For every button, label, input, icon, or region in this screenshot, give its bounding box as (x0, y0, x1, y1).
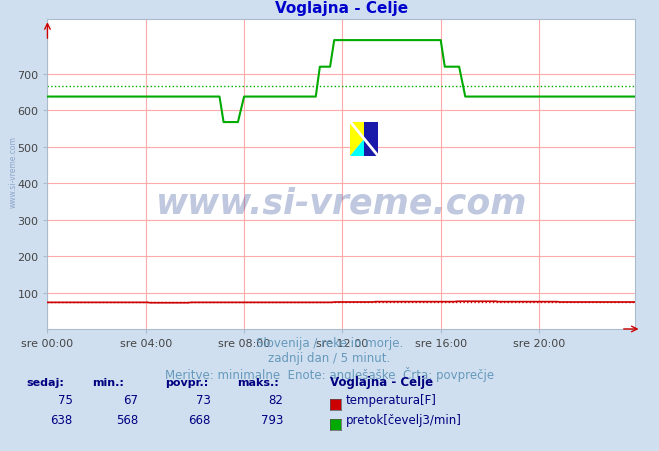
Text: sedaj:: sedaj: (26, 377, 64, 387)
Text: Voglajna - Celje: Voglajna - Celje (330, 376, 432, 389)
Text: pretok[čevelj3/min]: pretok[čevelj3/min] (346, 413, 462, 426)
Text: 793: 793 (261, 413, 283, 426)
Text: temperatura[F]: temperatura[F] (346, 393, 437, 406)
Text: maks.:: maks.: (237, 377, 279, 387)
Text: 67: 67 (123, 393, 138, 406)
Text: 568: 568 (116, 413, 138, 426)
Text: povpr.:: povpr.: (165, 377, 208, 387)
Text: min.:: min.: (92, 377, 124, 387)
Text: 82: 82 (268, 393, 283, 406)
Text: 668: 668 (188, 413, 211, 426)
Text: Slovenija / reke in morje.: Slovenija / reke in morje. (256, 336, 403, 349)
Text: 73: 73 (196, 393, 211, 406)
Text: 75: 75 (57, 393, 72, 406)
Text: Meritve: minimalne  Enote: anglešaške  Črta: povprečje: Meritve: minimalne Enote: anglešaške Črt… (165, 366, 494, 381)
Text: www.si-vreme.com: www.si-vreme.com (156, 186, 527, 220)
Polygon shape (350, 122, 378, 156)
Text: zadnji dan / 5 minut.: zadnji dan / 5 minut. (268, 351, 391, 364)
Title: Voglajna - Celje: Voglajna - Celje (275, 1, 408, 16)
Polygon shape (350, 122, 378, 156)
Text: www.si-vreme.com: www.si-vreme.com (9, 135, 18, 207)
Text: 638: 638 (50, 413, 72, 426)
Polygon shape (364, 122, 378, 156)
